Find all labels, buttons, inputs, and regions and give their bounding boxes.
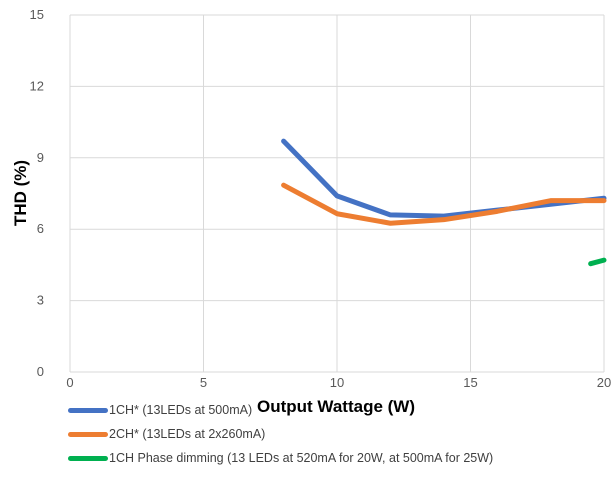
legend-swatch-2ch [68, 431, 108, 437]
series-line-3 [588, 257, 607, 267]
x-tick-label: 0 [66, 375, 73, 390]
legend-swatch-phase-dimming [68, 455, 108, 461]
x-axis-title: Output Wattage (W) [257, 397, 415, 416]
y-tick-label: 3 [37, 293, 44, 308]
legend-label-1ch: 1CH* (13LEDs at 500mA) [109, 403, 253, 417]
y-tick-label: 6 [37, 221, 44, 236]
legend-label-2ch: 2CH* (13LEDs at 2x260mA) [109, 427, 266, 441]
y-tick-label: 12 [30, 78, 44, 93]
legend-label-phase-dimming: 1CH Phase dimming (13 LEDs at 520mA for … [109, 451, 494, 465]
x-tick-label: 10 [330, 375, 344, 390]
legend-item-phase-dimming: 1CH Phase dimming (13 LEDs at 520mA for … [68, 446, 493, 470]
y-tick-label: 0 [37, 364, 44, 379]
series-line-2 [281, 182, 607, 226]
y-tick-labels: 0 3 6 9 12 15 [30, 7, 44, 379]
y-tick-label: 9 [37, 150, 44, 165]
legend-swatch-1ch [68, 407, 108, 413]
legend-item-1ch: 1CH* (13LEDs at 500mA) [68, 398, 493, 422]
x-tick-labels: 0 5 10 15 20 [66, 375, 611, 390]
legend-item-2ch: 2CH* (13LEDs at 2x260mA) [68, 422, 493, 446]
legend: 1CH* (13LEDs at 500mA) 2CH* (13LEDs at 2… [68, 398, 493, 470]
x-tick-label: 15 [463, 375, 477, 390]
series-line-1 [281, 138, 607, 219]
y-tick-label: 15 [30, 7, 44, 22]
series-lines [281, 138, 607, 267]
x-tick-label: 5 [200, 375, 207, 390]
x-tick-label: 20 [597, 375, 611, 390]
y-axis-title: THD (%) [11, 160, 30, 226]
